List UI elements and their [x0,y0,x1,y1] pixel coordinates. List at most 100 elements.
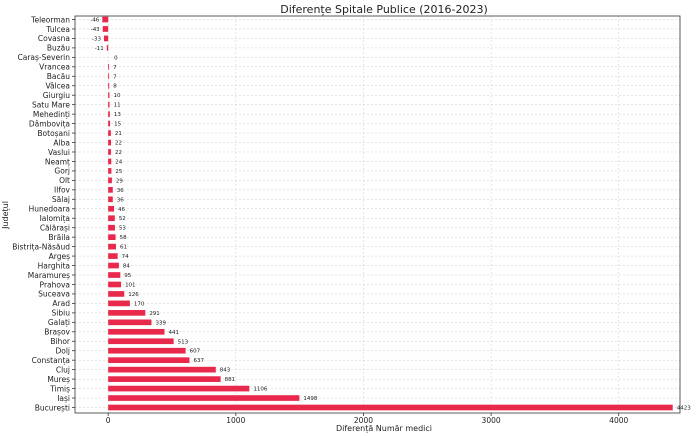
bar-value-label: 22 [115,141,122,147]
grid [75,16,680,413]
bar [106,45,109,51]
bar-value-label: 84 [123,264,130,270]
y-tick-label: Ilfov [54,186,71,195]
bar-value-label: 291 [149,311,160,317]
bar-value-label: 58 [120,235,127,241]
bar [108,187,113,193]
chart-title: Diferențe Spitale Publice (2016-2023) [280,3,488,16]
bar-value-label: 13 [114,112,121,118]
bar [108,158,112,165]
x-tick-label: 2000 [354,416,373,425]
y-tick-label: Caraș-Severin [18,53,71,62]
bar-value-label: 36 [117,188,124,194]
y-tick-label: Harghita [38,261,70,270]
y-tick-label: Botoșani [37,129,70,138]
bar [108,347,186,354]
bar-value-label: 441 [168,330,179,336]
bar-value-label: 74 [122,254,129,260]
y-tick-label: Neamț [45,157,70,167]
bar-value-label: 4423 [677,406,691,412]
y-tick-label: Bihor [50,337,71,346]
bar [108,168,112,174]
y-tick-label: Teleorman [30,15,70,24]
y-tick-label: Satu Mare [32,100,70,109]
y-tick-label: Mureș [47,375,70,384]
y-tick-label: Brăila [48,233,70,242]
bar [108,149,111,155]
y-tick-label: Olt [59,176,70,185]
y-tick-label: Hunedoara [29,205,70,214]
y-tick-label: Tulcea [45,25,70,34]
bar [108,310,146,316]
x-tick-label: 4000 [609,416,628,425]
y-tick-label: Dâmbovița [29,119,70,129]
bar [108,196,113,203]
bar [108,300,130,307]
bar [108,101,110,108]
bar-value-label: 101 [125,282,135,288]
y-tick-label: Cluj [56,365,70,374]
y-axis-label: Județul [1,201,11,230]
bar-value-label: 843 [220,368,231,374]
bar [108,366,216,373]
bar [108,82,110,89]
bar-value-label: 10 [113,93,120,99]
bar-value-label: 46 [118,207,125,213]
y-tick-label: Buzău [47,44,70,53]
bar-value-label: 1106 [253,387,267,393]
bar [108,205,115,212]
y-tick-label: Constanța [32,356,70,366]
bar-value-label: 1498 [303,396,317,402]
bar [108,215,115,222]
y-tick-label: Arad [52,299,70,308]
bar-value-label: 7 [113,74,117,80]
bar-value-label: 170 [134,301,145,307]
y-tick-label: Alba [53,138,70,147]
bar-value-label: 95 [124,273,131,279]
y-tick-label: Sălaj [52,195,70,204]
y-tick-labels: TeleormanTulceaCovasnaBuzăuCaraș-Severin… [12,15,75,412]
bar-value-label: 11 [114,103,121,109]
y-tick-label: Mehedinți [33,110,70,120]
y-tick-label: Prahova [40,280,70,289]
plot-frame [74,15,681,414]
bar-value-label: 607 [190,349,201,355]
bar-value-label: -11 [95,46,104,52]
bar [108,404,673,411]
bar-value-label: -33 [92,36,101,42]
y-tick-label: Giurgiu [43,91,70,100]
bar [102,26,109,32]
bar [108,376,221,382]
bar [108,395,300,401]
bar-value-label: 24 [115,159,122,165]
y-tick-label: Timiș [49,384,70,393]
bar-value-label: 22 [115,150,122,156]
x-axis-label: Diferență Număr medici [336,424,432,434]
bar-value-label: 8 [113,84,117,90]
bar [108,120,111,127]
bar [108,291,125,297]
bar-value-label: 126 [128,292,139,298]
y-tick-label: Gorj [54,167,70,176]
bar [102,16,109,23]
y-tick-label: Călărași [40,223,70,232]
y-tick-label: Vaslui [48,148,70,157]
bar-value-label: 339 [155,320,166,326]
bar [108,272,121,278]
bar [108,328,165,335]
bar [108,111,110,117]
bar-value-label: 53 [119,226,126,232]
bar [108,338,174,345]
y-tick-label: Bistrița-Năsăud [12,242,70,252]
bar-value-label: 25 [115,169,122,175]
bar-value-label: -43 [91,27,100,33]
y-tick-label: Dolj [55,347,70,356]
bar-value-label: 881 [225,377,236,383]
bar [108,262,119,269]
bar-value-label: 7 [113,65,117,71]
bar-value-label: 637 [193,358,204,364]
bar [108,139,111,146]
bar [108,63,110,70]
bar-value-label: 36 [117,197,124,203]
bar [108,319,152,326]
